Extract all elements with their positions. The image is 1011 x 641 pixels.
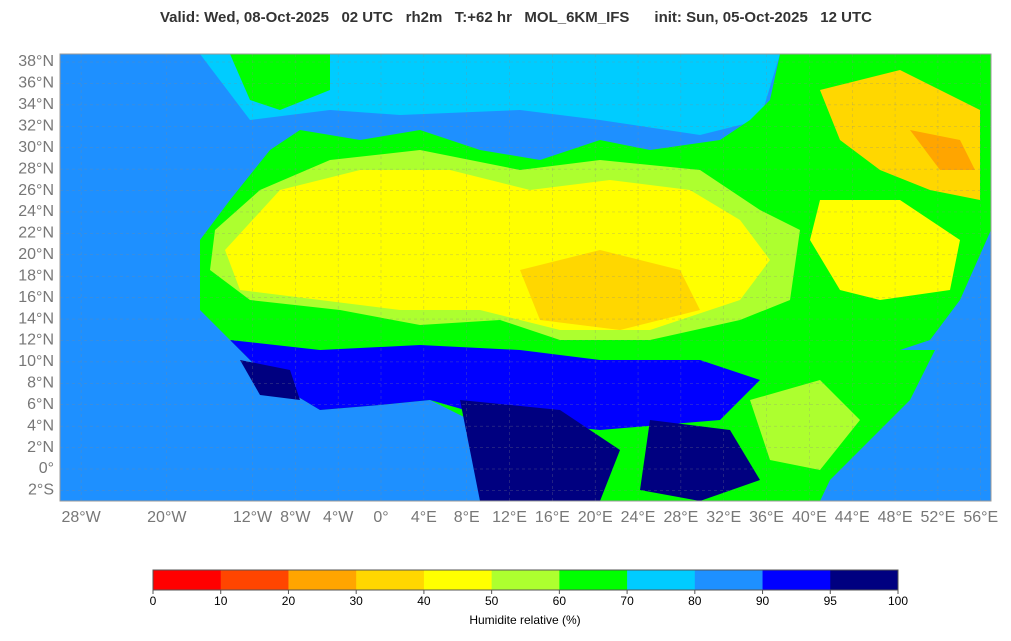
lat-label: 6°N (27, 396, 54, 413)
colorbar-frame (152, 569, 899, 591)
lat-label: 26°N (18, 182, 54, 199)
map-field (60, 54, 991, 501)
lat-label: 30°N (18, 139, 54, 156)
colorbar-label: Humidite relative (%) (469, 613, 580, 627)
lat-label: 24°N (18, 203, 54, 220)
lat-label: 14°N (18, 310, 54, 327)
lon-label: 20°W (147, 509, 187, 526)
colorbar-tick-label: 50 (485, 594, 499, 608)
lon-label: 28°E (663, 509, 698, 526)
colorbar-bin (423, 570, 493, 590)
lat-label: 2°S (28, 482, 54, 499)
lat-label: 18°N (18, 267, 54, 284)
title: Valid: Wed, 08-Oct-2025 02 UTC rh2m T:+6… (160, 9, 872, 26)
lat-label: 34°N (18, 96, 54, 113)
colorbar-bin (627, 570, 696, 590)
lon-label: 40°E (792, 509, 827, 526)
lat-label: 28°N (18, 160, 54, 177)
colorbar-bin (762, 570, 831, 590)
lat-label: 32°N (18, 117, 54, 134)
lon-label: 12°E (492, 509, 527, 526)
lat-label: 16°N (18, 289, 54, 306)
lon-label: 52°E (920, 509, 955, 526)
colorbar-tick-label: 90 (756, 594, 770, 608)
lon-label: 36°E (749, 509, 784, 526)
lon-label: 48°E (878, 509, 913, 526)
colorbar-tick-label: 30 (350, 594, 364, 608)
lon-label: 4°E (411, 509, 437, 526)
arabia-driest (910, 130, 975, 170)
lat-label: 22°N (18, 225, 54, 242)
lon-label: 8°W (280, 509, 311, 526)
lat-label: 38°N (18, 53, 54, 70)
colorbar-bin (491, 570, 560, 590)
colorbar-tick-label: 60 (553, 594, 567, 608)
colorbar-bin (153, 570, 222, 590)
lat-label: 12°N (18, 332, 54, 349)
axis-labels: 38°N 36°N 34°N 32°N 30°N 28°N 26°N 24°N 22°N 20°N… (18, 53, 998, 526)
colorbar-tick-label: 0 (150, 594, 157, 608)
colorbar-tick-label: 40 (417, 594, 431, 608)
ethiopia-dry (750, 380, 860, 470)
humid-south (230, 340, 760, 430)
humid-core (460, 400, 620, 501)
lat-label: 10°N (18, 353, 54, 370)
colorbar-bin (288, 570, 357, 590)
humid-east (640, 420, 760, 501)
lon-label: 4°W (323, 509, 354, 526)
colorbar-bin (356, 570, 425, 590)
humid-west (240, 360, 300, 400)
colorbar-bin (220, 570, 289, 590)
colorbar: 0 10 20 30 40 50 60 70 80 90 95 100 (150, 569, 908, 608)
colorbar-tick-label: 100 (888, 594, 908, 608)
lon-label: 24°E (621, 509, 656, 526)
lon-label: 32°E (706, 509, 741, 526)
lon-label: 56°E (963, 509, 998, 526)
colorbar-tick-label: 95 (824, 594, 838, 608)
lon-label: 12°W (233, 509, 273, 526)
sahara-dry (520, 250, 700, 330)
lat-label: 2°N (27, 439, 54, 456)
colorbar-bin (694, 570, 764, 590)
lon-label: 20°E (578, 509, 613, 526)
lat-label: 20°N (18, 246, 54, 263)
graticule (60, 54, 991, 501)
colorbar-tick-label: 10 (214, 594, 228, 608)
lat-label: 36°N (18, 75, 54, 92)
mediterranean (200, 54, 780, 135)
lon-label: 16°E (535, 509, 570, 526)
colorbar-bin (559, 570, 628, 590)
map-frame (59, 53, 992, 502)
lon-label: 0° (373, 509, 388, 526)
lat-label: 0° (39, 460, 54, 477)
lon-label: 28°W (61, 509, 101, 526)
colorbar-tick-label: 20 (282, 594, 296, 608)
iberia (230, 54, 330, 110)
lon-label: 44°E (835, 509, 870, 526)
lat-label: 8°N (27, 375, 54, 392)
lon-label: 8°E (454, 509, 480, 526)
colorbar-tick-label: 80 (688, 594, 702, 608)
colorbar-bin (830, 570, 899, 590)
lat-label: 4°N (27, 417, 54, 434)
colorbar-tick-label: 70 (620, 594, 634, 608)
arabia-south (810, 200, 960, 300)
